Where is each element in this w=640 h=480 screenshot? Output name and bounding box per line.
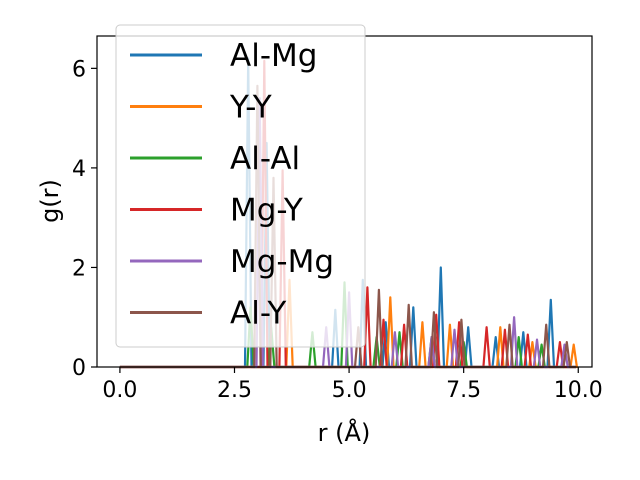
legend-label-al-mg: Al-Mg	[230, 38, 317, 74]
x-tick-label: 7.5	[446, 378, 481, 403]
x-tick-label: 0.0	[102, 378, 137, 403]
tick-layer: 0.0 2.5 5.0 7.5 10.0 0 2 4 6	[72, 57, 603, 403]
x-axis-label: r (Å)	[318, 418, 371, 447]
y-tick-label: 6	[72, 57, 86, 82]
legend-label-mg-mg: Mg-Mg	[230, 244, 334, 280]
x-tick-label: 5.0	[332, 378, 367, 403]
legend: Al-Mg Y-Y Al-Al Mg-Y Mg-Mg Al-Y	[115, 24, 366, 348]
y-tick-label: 2	[72, 256, 86, 281]
legend-label-y-y: Y-Y	[229, 90, 272, 126]
x-tick-label: 2.5	[217, 378, 252, 403]
x-tick-label: 10.0	[554, 378, 603, 403]
y-tick-label: 4	[72, 157, 86, 182]
legend-label-al-al: Al-Al	[230, 141, 300, 177]
y-axis-label: g(r)	[36, 179, 64, 223]
legend-label-mg-y: Mg-Y	[230, 193, 303, 229]
y-tick-label: 0	[72, 356, 86, 381]
legend-label-al-y: Al-Y	[230, 296, 286, 332]
